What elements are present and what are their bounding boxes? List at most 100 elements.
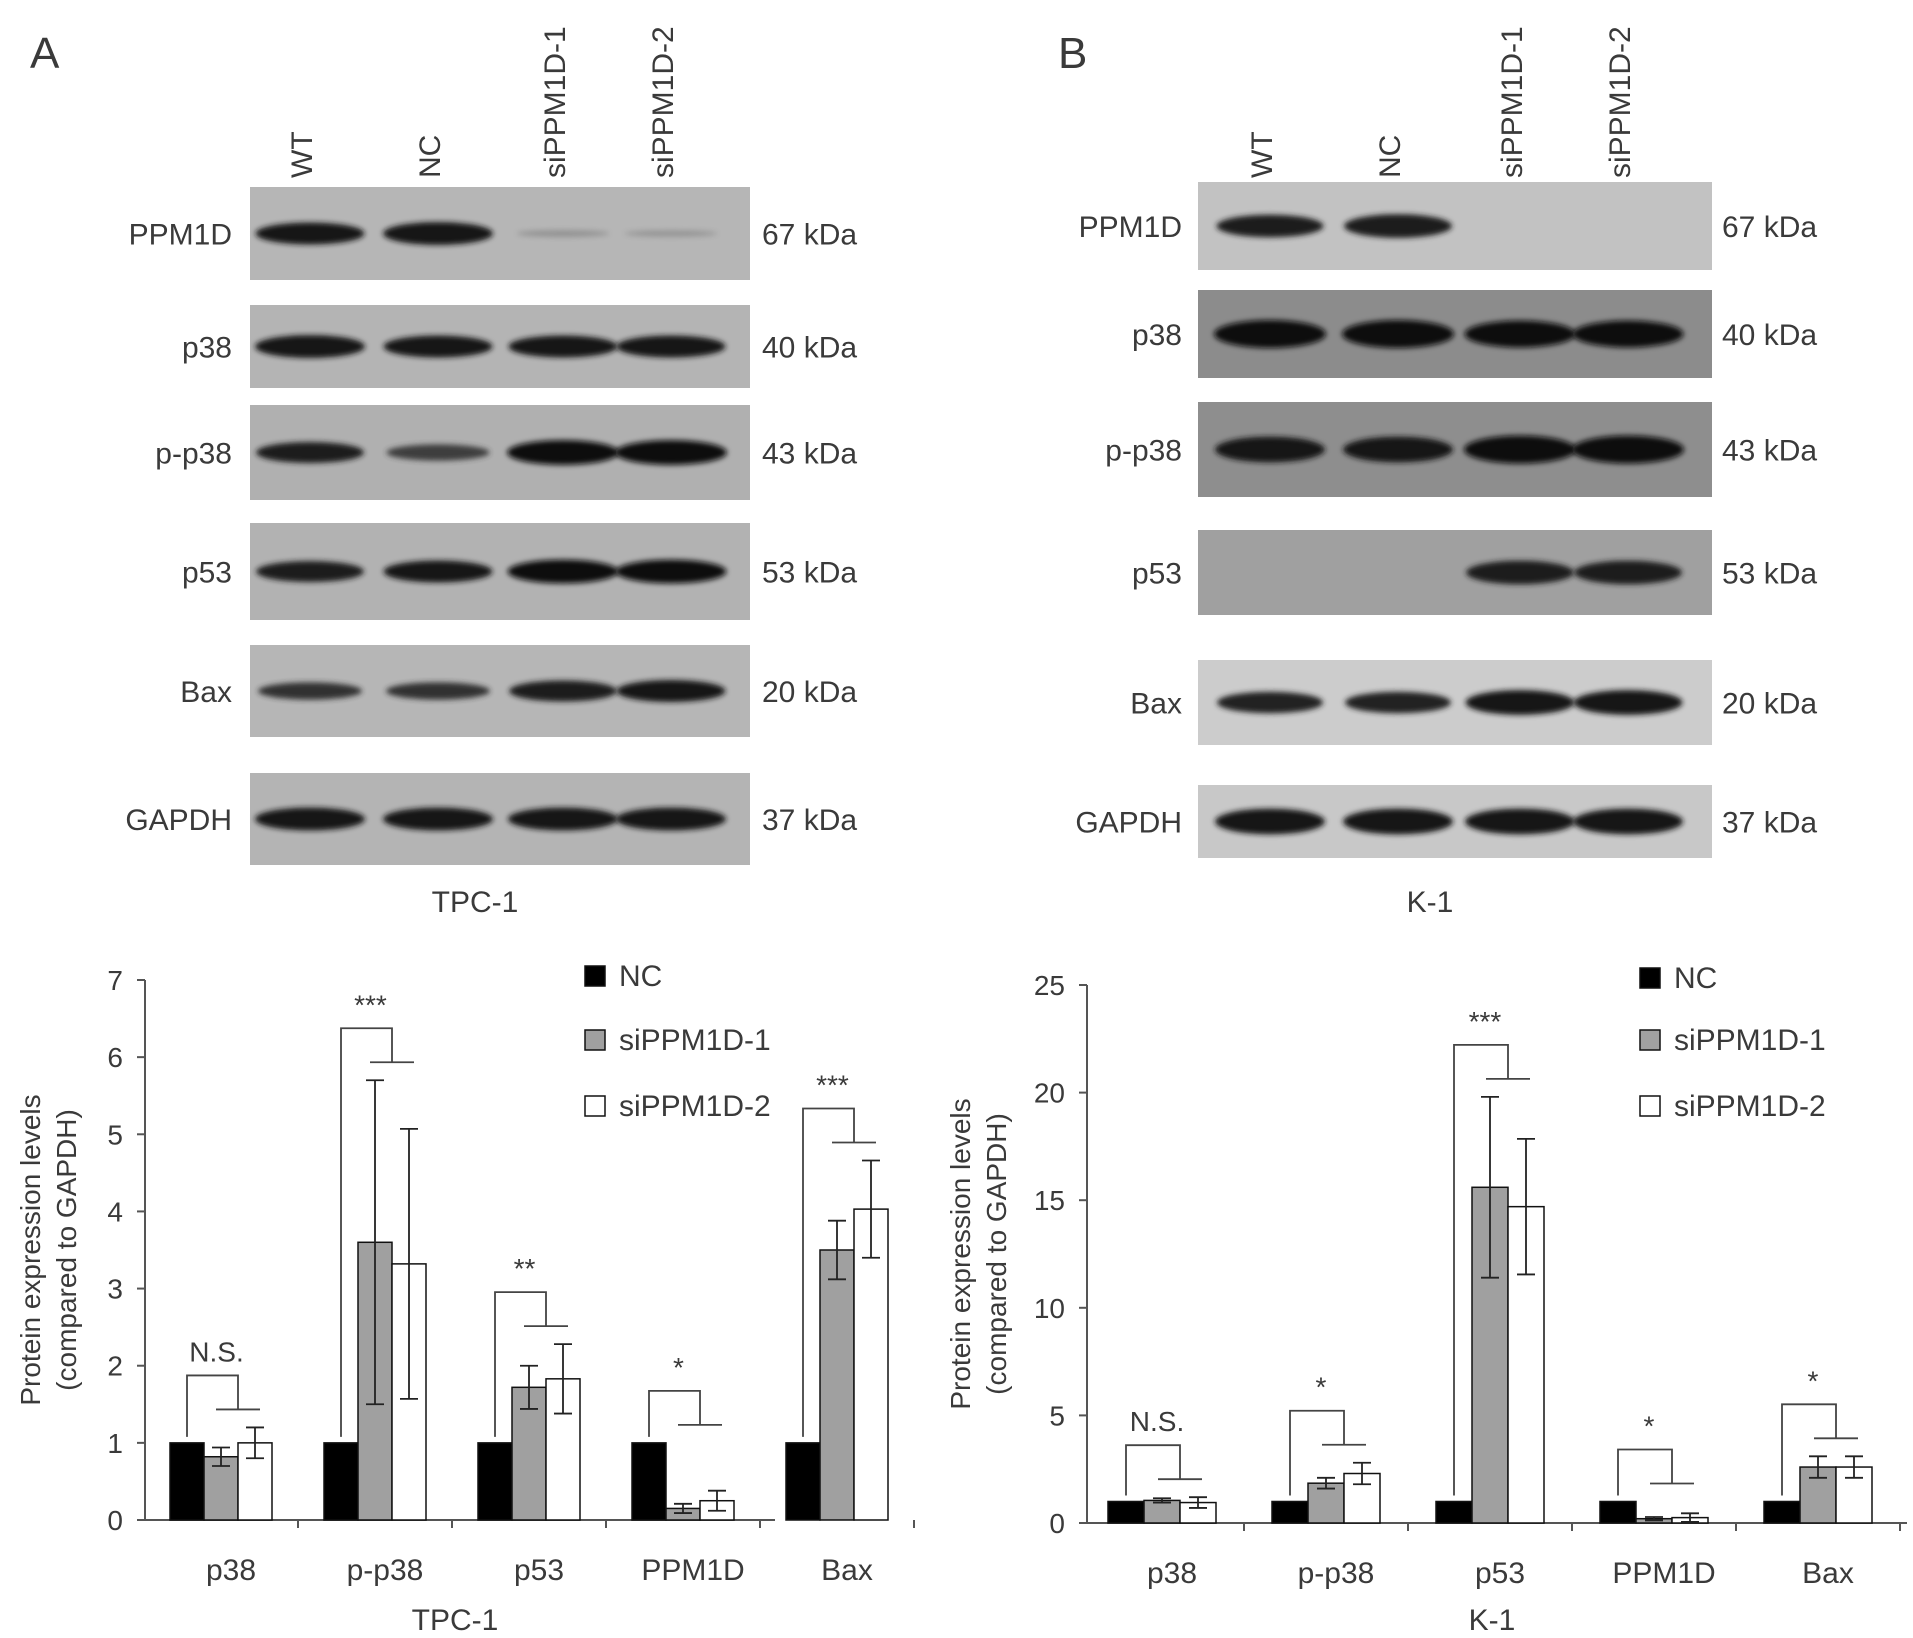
bar [1599,1500,1637,1524]
protein-band [383,807,493,831]
protein-band [1216,214,1324,238]
protein-label: GAPDH [1075,807,1182,840]
category-label: p-p38 [1298,1557,1375,1590]
cell-line-label: TPC-1 [432,886,519,919]
y-tick-label: 5 [107,1119,123,1150]
protein-label: p-p38 [1105,435,1182,468]
legend-label: siPPM1D-1 [1674,1024,1826,1057]
protein-band [508,807,618,831]
protein-label: p38 [1132,319,1182,352]
x-axis-label: K-1 [1469,1604,1516,1637]
panel-letter: A [30,29,60,78]
protein-band [386,444,490,461]
protein-label: p-p38 [155,438,232,471]
kda-label: 37 kDa [762,804,857,837]
significance-label: * [1644,1410,1655,1441]
bar [169,1442,205,1521]
bar [203,1455,239,1521]
bar [1107,1500,1145,1524]
bar [785,1442,821,1521]
lane-label: NC [1374,135,1407,178]
protein-band [1343,436,1453,463]
protein-band [616,680,726,702]
kda-label: 40 kDa [762,332,857,365]
protein-band [255,222,365,245]
legend-label: siPPM1D-2 [1674,1090,1826,1123]
significance-bracket [1453,1044,1509,1496]
significance-bracket [1289,1409,1345,1496]
protein-band [383,335,493,358]
bar [1763,1500,1801,1524]
protein-label: PPM1D [129,219,232,252]
legend-swatch [584,965,606,987]
y-tick-label: 15 [1034,1185,1065,1216]
protein-band [1572,435,1684,464]
protein-band [1344,214,1452,238]
protein-band [507,559,619,584]
legend-label: siPPM1D-1 [619,1024,771,1057]
protein-band [624,230,718,237]
protein-band [1342,320,1454,348]
significance-label: *** [816,1070,849,1101]
y-tick-label: 20 [1034,1078,1065,1109]
legend-label: siPPM1D-2 [619,1090,771,1123]
y-tick-label: 7 [107,965,123,996]
protein-band [386,682,490,700]
protein-label: Bax [1130,688,1182,721]
category-label: p53 [514,1554,564,1587]
legend-label: NC [1674,962,1717,995]
protein-band [1345,691,1451,714]
category-label: PPM1D [641,1554,744,1587]
y-tick-label: 6 [107,1042,123,1073]
bar [323,1442,359,1521]
category-label: Bax [821,1554,873,1587]
kda-label: 43 kDa [762,438,857,471]
protein-label: p53 [182,557,232,590]
kda-label: 20 kDa [1722,688,1817,721]
protein-band [1573,808,1683,835]
kda-label: 37 kDa [1722,807,1817,840]
lane-label: siPPM1D-1 [539,26,572,178]
protein-band [1572,320,1684,348]
significance-bracket [1125,1444,1181,1496]
bar [477,1442,513,1521]
kda-label: 67 kDa [1722,211,1817,244]
y-tick-label: 3 [107,1274,123,1305]
bar [1435,1500,1473,1524]
protein-label: p38 [182,332,232,365]
lane-label: siPPM1D-2 [1604,26,1637,178]
legend-label: NC [619,960,662,993]
significance-bracket [648,1389,701,1437]
legend-swatch [1639,967,1661,989]
kda-label: 40 kDa [1722,319,1817,352]
protein-band [255,335,365,358]
y-tick-label: 2 [107,1351,123,1382]
category-label: p53 [1475,1557,1525,1590]
y-axis-label-line: (compared to GAPDH) [981,1113,1012,1395]
significance-bracket [1617,1448,1673,1496]
protein-band [1465,690,1575,715]
protein-band [516,230,610,237]
kda-label: 67 kDa [762,219,857,252]
y-axis-label: Protein expression levels (compared to GA… [15,1094,82,1405]
category-label: p38 [1147,1557,1197,1590]
y-axis-label-line: Protein expression levels [15,1094,46,1405]
protein-band [1574,560,1682,585]
y-axis-label-line: Protein expression levels [945,1098,976,1409]
y-tick-label: 25 [1034,970,1065,1001]
significance-label: * [1808,1365,1819,1396]
y-tick-label: 5 [1049,1400,1065,1431]
kda-label: 20 kDa [762,676,857,709]
kda-label: 53 kDa [762,557,857,590]
category-label: PPM1D [1612,1557,1715,1590]
protein-band [1215,808,1325,835]
y-axis-label-line: (compared to GAPDH) [51,1109,82,1391]
significance-bracket [186,1374,239,1437]
category-label: Bax [1802,1557,1854,1590]
protein-band [1464,435,1576,464]
kda-label: 43 kDa [1722,435,1817,468]
protein-label: PPM1D [1079,211,1182,244]
significance-label: N.S. [189,1336,243,1367]
significance-bracket [802,1107,855,1437]
